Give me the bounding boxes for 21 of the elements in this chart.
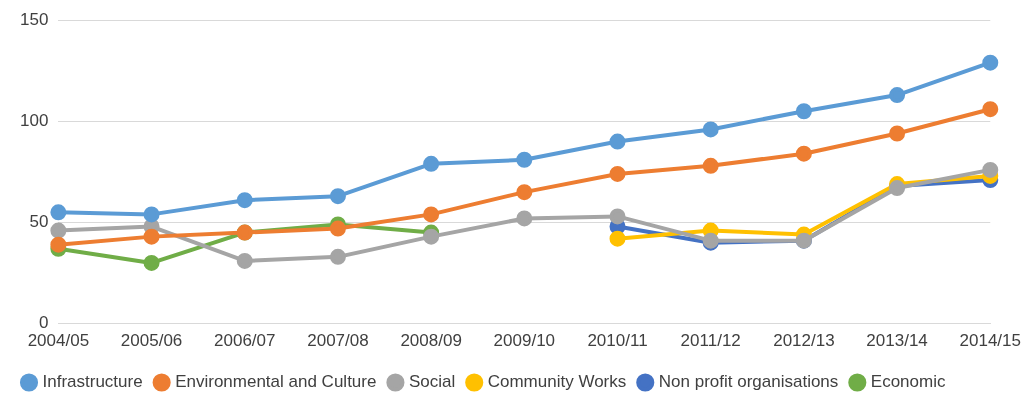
x-tick-label: 2012/13 bbox=[773, 331, 835, 351]
x-tick-label: 2008/09 bbox=[400, 331, 462, 351]
legend-label: Non profit organisations bbox=[658, 372, 839, 392]
x-tick-label: 2011/12 bbox=[680, 331, 741, 351]
legend-label: Economic bbox=[870, 372, 946, 392]
legend-label: Environmental and Culture bbox=[175, 372, 377, 392]
y-tick-label: 100 bbox=[19, 111, 49, 131]
x-tick-label: 2013/14 bbox=[866, 331, 928, 351]
y-tick-label: 150 bbox=[19, 9, 49, 29]
legend-label: Social bbox=[408, 372, 456, 392]
legend-label: Infrastructure bbox=[42, 372, 143, 392]
legend-label: Community Works bbox=[487, 372, 627, 392]
x-tick-label: 2006/07 bbox=[214, 331, 276, 351]
x-tick-label: 2007/08 bbox=[307, 331, 369, 351]
x-tick-label: 2014/15 bbox=[959, 331, 1021, 351]
x-tick-label: 2009/10 bbox=[493, 331, 556, 351]
x-tick-label: 2005/06 bbox=[120, 331, 183, 351]
y-tick-label: 0 bbox=[38, 313, 49, 333]
x-tick-label: 2010/11 bbox=[587, 331, 648, 351]
x-tick-label: 2004/05 bbox=[27, 331, 90, 351]
y-tick-label: 50 bbox=[29, 212, 49, 232]
